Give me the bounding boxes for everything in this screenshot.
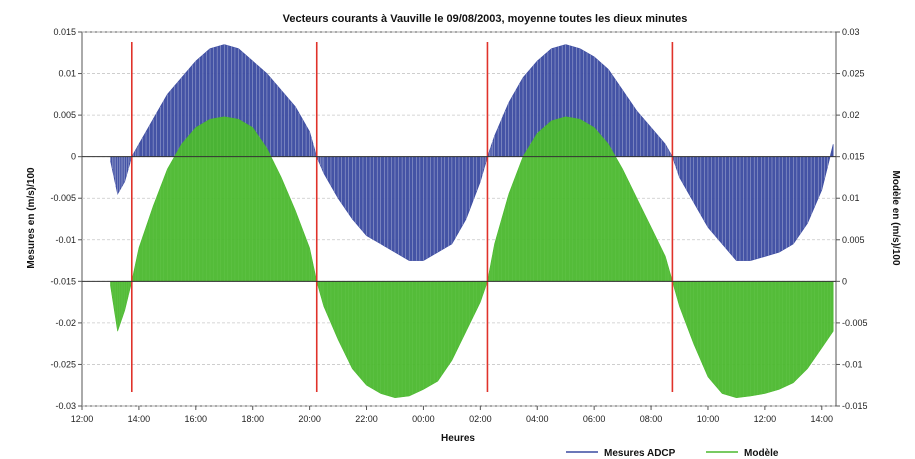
x-tick-label: 20:00 (298, 414, 321, 424)
y-right-tick-label: 0.005 (842, 235, 865, 245)
y-left-tick-label: -0.01 (55, 235, 76, 245)
series-hatch-mesures (110, 44, 831, 261)
y-right-axis-label: Modèle en (m/s)/100 (890, 170, 901, 265)
x-tick-label: 02:00 (469, 414, 492, 424)
y-left-tick-label: 0.005 (53, 110, 76, 120)
legend-label-modele: Modèle (744, 448, 779, 459)
y-left-tick-label: -0.02 (55, 318, 76, 328)
x-tick-label: 04:00 (526, 414, 549, 424)
y-right-axis-ticks: 0.03 0.025 0.02 0.015 0.01 0.005 0 -0.005 -0.01 -… (836, 27, 868, 411)
slack-water-lines (130, 42, 674, 392)
x-axis-label: Heures (441, 433, 475, 444)
x-tick-label: 12:00 (71, 414, 94, 424)
y-left-tick-label: 0 (71, 152, 76, 162)
x-tick-label: 06:00 (583, 414, 606, 424)
y-left-tick-label: 0.015 (53, 27, 76, 37)
x-tick-label: 18:00 (241, 414, 264, 424)
x-tick-label: 12:00 (754, 414, 777, 424)
y-left-tick-label: 0.01 (58, 69, 76, 79)
y-left-tick-label: -0.015 (50, 276, 76, 286)
x-axis-ticks: 12:00 14:00 16:00 18:00 20:00 22:00 00:00 02:00… (71, 406, 833, 424)
legend: Mesures ADCP Modèle (566, 448, 779, 459)
y-right-tick-label: -0.015 (842, 401, 868, 411)
x-tick-label: 22:00 (355, 414, 378, 424)
y-left-tick-label: -0.025 (50, 359, 76, 369)
y-left-axis-label: Mesures en (m/s)/100 (26, 167, 37, 269)
x-tick-label: 10:00 (697, 414, 720, 424)
series-hatch-modele (110, 116, 831, 398)
y-right-tick-label: -0.005 (842, 318, 868, 328)
series-areas (110, 44, 834, 399)
y-right-tick-label: 0 (842, 276, 847, 286)
x-tick-label: 14:00 (128, 414, 151, 424)
y-right-tick-label: -0.01 (842, 359, 863, 369)
y-right-tick-label: 0.02 (842, 110, 860, 120)
x-tick-label: 16:00 (185, 414, 208, 424)
x-tick-label: 14:00 (811, 414, 834, 424)
series-area-modele (110, 116, 834, 399)
y-right-tick-label: 0.01 (842, 193, 860, 203)
legend-label-mesures: Mesures ADCP (604, 448, 676, 459)
y-right-tick-label: 0.03 (842, 27, 860, 37)
zero-baselines (82, 156, 836, 282)
y-right-tick-label: 0.025 (842, 69, 865, 79)
y-left-tick-label: -0.005 (50, 193, 76, 203)
x-tick-label: 00:00 (412, 414, 435, 424)
y-right-tick-label: 0.015 (842, 152, 865, 162)
x-tick-label: 08:00 (640, 414, 663, 424)
y-left-tick-label: -0.03 (55, 401, 76, 411)
y-left-axis-ticks: 0.015 0.01 0.005 0 -0.005 -0.01 -0.015 -0.02 -0.… (50, 27, 82, 411)
chart-title: Vecteurs courants à Vauville le 09/08/20… (283, 13, 688, 25)
